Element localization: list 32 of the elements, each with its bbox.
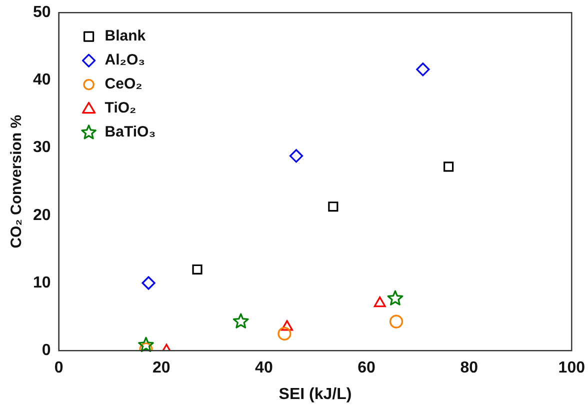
point [416,62,430,76]
point [387,290,404,306]
point [374,296,386,308]
legend-label: TiO₂ [104,100,136,117]
x-tick-label: 60 [358,360,376,377]
y-tick-label: 20 [33,206,51,224]
point [328,202,338,212]
point [281,320,294,331]
legend-label: Blank [104,28,146,45]
point [444,162,454,172]
point [142,276,156,290]
x-tick-label: 20 [152,360,170,377]
x-tick-label: 100 [558,360,586,377]
x-tick-label: 80 [460,360,478,377]
point [192,264,202,275]
y-tick-label: 0 [42,342,51,360]
y-tick-label: 10 [33,274,51,292]
legend-label: Al₂O₃ [104,52,146,69]
legend-label: BaTiO₃ [104,124,156,141]
y-tick-label: 50 [33,4,51,22]
y-axis-title: CO₂ Conversion % [8,114,26,248]
point [278,326,292,340]
point [289,149,304,163]
y-tick-label: 30 [33,139,51,156]
point [138,336,154,352]
x-axis-title: SEI (kJ/L) [278,386,352,403]
x-tick-label: 0 [54,360,64,377]
x-tick-label: 40 [255,360,273,377]
point [232,313,249,328]
point [389,314,404,328]
legend-label: CeO₂ [104,76,142,93]
y-tick-label: 40 [33,72,51,89]
